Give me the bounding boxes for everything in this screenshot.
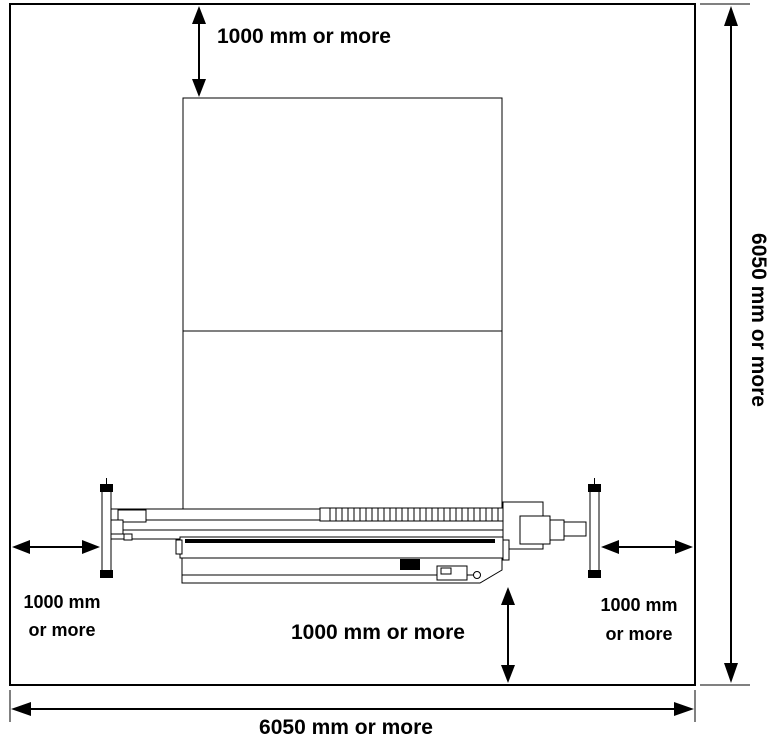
top-clearance-label: 1000 mm or more xyxy=(217,25,391,48)
left-clearance-label-line2: or more xyxy=(28,620,95,640)
front-clearance-label: 1000 mm or more xyxy=(291,621,465,644)
front-cover xyxy=(181,557,503,584)
left-clearance-arrow xyxy=(12,540,100,554)
installation-area-boundary xyxy=(9,3,696,686)
left-roll-holder xyxy=(100,478,133,578)
left-clearance-label-line1: 1000 mm xyxy=(23,592,100,612)
right-roll-holder xyxy=(588,478,601,578)
right-clearance-label-line2: or more xyxy=(605,624,672,644)
top-clearance-arrow xyxy=(192,6,206,97)
left-carriage xyxy=(117,509,147,523)
total-depth-arrow xyxy=(700,3,750,686)
total-width-arrow xyxy=(9,690,696,722)
operation-panel xyxy=(436,565,468,581)
printer-top-view xyxy=(100,97,601,584)
right-clearance-arrow xyxy=(601,540,693,554)
right-clearance-label-line1: 1000 mm xyxy=(600,595,677,615)
media-table-rear xyxy=(182,97,503,332)
total-width-label: 6050 mm or more xyxy=(259,716,433,739)
media-table-front xyxy=(182,330,503,510)
total-depth-label: 6050 mm or more xyxy=(747,233,770,407)
cable-chain-links xyxy=(329,508,499,521)
front-clearance-arrow xyxy=(501,587,515,683)
power-button xyxy=(473,571,481,579)
